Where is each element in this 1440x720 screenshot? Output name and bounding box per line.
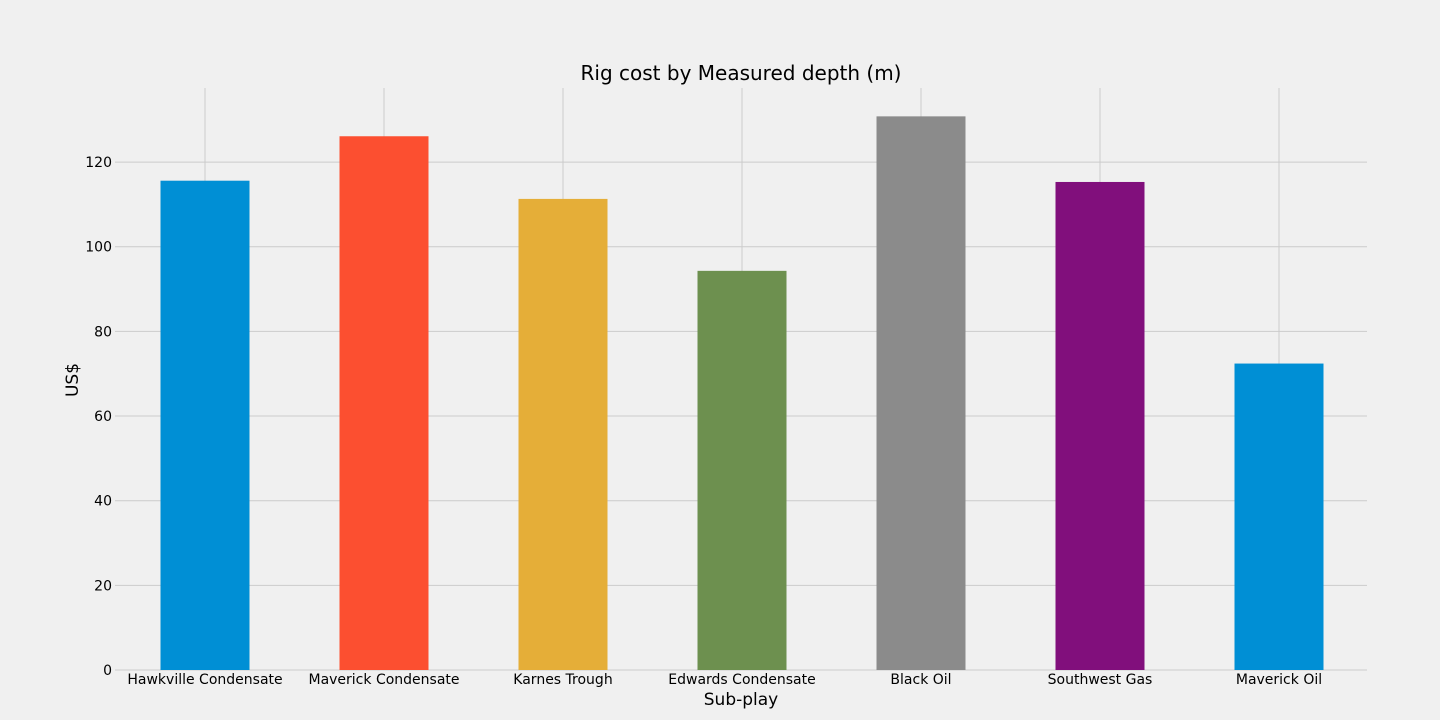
x-tick-label: Southwest Gas xyxy=(1048,672,1153,688)
x-tick-label: Edwards Condensate xyxy=(668,672,815,688)
x-tick-label: Hawkville Condensate xyxy=(127,672,282,688)
bar-maverick-oil xyxy=(1234,363,1324,670)
bars-layer xyxy=(160,116,1324,671)
bar-maverick-condensate xyxy=(339,136,429,670)
y-tick-label: 120 xyxy=(85,155,112,171)
bar-hawkville-condensate xyxy=(160,180,250,671)
y-axis-ticks: 0 20 40 60 80 100 120 xyxy=(85,155,112,679)
y-tick-label: 40 xyxy=(94,494,112,510)
chart-title: Rig cost by Measured depth (m) xyxy=(581,61,902,85)
bar-karnes-trough xyxy=(518,198,608,670)
x-tick-label: Black Oil xyxy=(890,672,951,688)
x-axis-label: Sub-play xyxy=(704,690,778,710)
bar-black-oil xyxy=(876,116,966,671)
bar-edwards-condensate xyxy=(697,270,787,670)
x-tick-label: Karnes Trough xyxy=(513,672,612,688)
x-axis-ticks: Hawkville Condensate Maverick Condensate K… xyxy=(127,672,1322,688)
y-axis-label: US$ xyxy=(63,363,83,397)
y-tick-label: 0 xyxy=(103,663,112,679)
x-tick-label: Maverick Oil xyxy=(1236,672,1322,688)
y-tick-label: 20 xyxy=(94,578,112,594)
y-tick-label: 100 xyxy=(85,240,112,256)
y-tick-label: 60 xyxy=(94,409,112,425)
x-tick-label: Maverick Condensate xyxy=(308,672,459,688)
y-tick-label: 80 xyxy=(94,324,112,340)
bar-southwest-gas xyxy=(1055,181,1145,670)
